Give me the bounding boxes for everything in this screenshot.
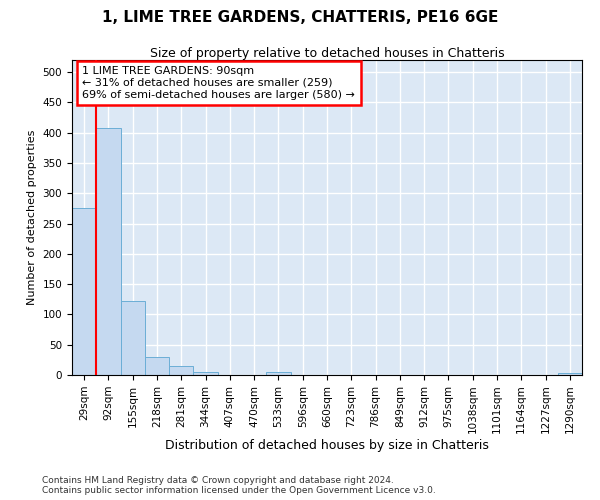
- X-axis label: Distribution of detached houses by size in Chatteris: Distribution of detached houses by size …: [165, 439, 489, 452]
- Bar: [72, 208, 96, 375]
- Bar: [558, 373, 582, 375]
- Bar: [266, 372, 290, 375]
- Bar: [96, 128, 121, 375]
- Text: 1 LIME TREE GARDENS: 90sqm
← 31% of detached houses are smaller (259)
69% of sem: 1 LIME TREE GARDENS: 90sqm ← 31% of deta…: [82, 66, 355, 100]
- Bar: [193, 372, 218, 375]
- Bar: [145, 357, 169, 375]
- Text: 1, LIME TREE GARDENS, CHATTERIS, PE16 6GE: 1, LIME TREE GARDENS, CHATTERIS, PE16 6G…: [102, 10, 498, 25]
- Y-axis label: Number of detached properties: Number of detached properties: [27, 130, 37, 305]
- Bar: [169, 366, 193, 375]
- Bar: [121, 301, 145, 375]
- Title: Size of property relative to detached houses in Chatteris: Size of property relative to detached ho…: [149, 47, 505, 60]
- Text: Contains HM Land Registry data © Crown copyright and database right 2024.
Contai: Contains HM Land Registry data © Crown c…: [42, 476, 436, 495]
